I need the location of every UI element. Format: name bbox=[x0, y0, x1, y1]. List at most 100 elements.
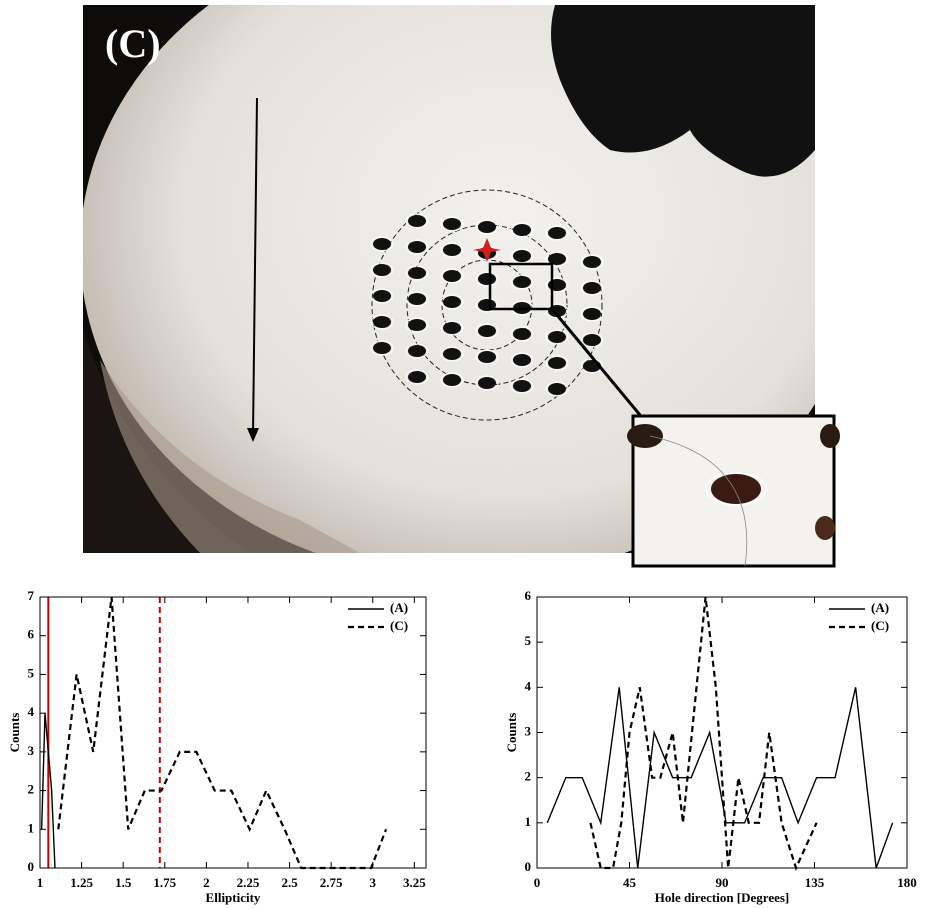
legend-label: (C) bbox=[390, 618, 408, 633]
hole-fit bbox=[475, 323, 499, 339]
legend-label: (A) bbox=[390, 600, 408, 615]
x-tick-label: 45 bbox=[623, 875, 637, 890]
x-tick-label: 0 bbox=[534, 875, 541, 890]
hole bbox=[478, 351, 496, 363]
hole-fit bbox=[475, 297, 499, 313]
hole bbox=[548, 227, 566, 239]
hole bbox=[373, 264, 391, 276]
hole bbox=[373, 342, 391, 354]
inset-ring bbox=[649, 435, 748, 567]
hole-fit bbox=[440, 294, 464, 310]
hole-fit bbox=[510, 352, 534, 368]
y-tick-label: 5 bbox=[525, 633, 532, 648]
hole bbox=[548, 357, 566, 369]
hole bbox=[408, 267, 426, 279]
hole-fit bbox=[510, 326, 534, 342]
inset-hole bbox=[815, 516, 835, 540]
series-line bbox=[589, 596, 818, 872]
x-tick-label: 2.75 bbox=[320, 875, 343, 890]
hole bbox=[478, 325, 496, 337]
hole-fit bbox=[405, 343, 429, 359]
y-tick-label: 0 bbox=[525, 859, 532, 874]
hole-fit bbox=[440, 268, 464, 284]
hole-pattern bbox=[370, 189, 604, 421]
y-axis-label: Counts bbox=[504, 713, 519, 753]
hole-fit bbox=[440, 346, 464, 362]
ring bbox=[371, 189, 603, 421]
hole bbox=[513, 276, 531, 288]
center-marker bbox=[473, 238, 501, 262]
x-tick-label: 1.5 bbox=[115, 875, 132, 890]
hole-fit bbox=[405, 265, 429, 281]
hole-fit bbox=[545, 251, 569, 267]
hole-fit bbox=[405, 369, 429, 385]
x-axis-label: Ellipticity bbox=[206, 890, 261, 905]
arrow-head bbox=[247, 428, 259, 442]
zoom-box bbox=[488, 262, 554, 311]
hole bbox=[443, 374, 461, 386]
y-tick-label: 5 bbox=[28, 665, 35, 680]
hole-fit bbox=[370, 314, 394, 330]
x-axis-label: Hole direction [Degrees] bbox=[655, 890, 790, 905]
hole-fit bbox=[545, 277, 569, 293]
arrow-shaft bbox=[252, 97, 258, 436]
hole bbox=[373, 316, 391, 328]
hole-fit bbox=[440, 216, 464, 232]
series-line bbox=[546, 687, 894, 869]
hole bbox=[513, 328, 531, 340]
hole bbox=[443, 348, 461, 360]
y-tick-label: 2 bbox=[525, 769, 532, 784]
x-tick-label: 90 bbox=[716, 875, 729, 890]
dark-corner bbox=[83, 330, 250, 553]
y-tick-label: 3 bbox=[525, 723, 532, 738]
hole bbox=[583, 256, 601, 268]
x-tick-label: 1.25 bbox=[70, 875, 93, 890]
x-tick-label: 2.25 bbox=[237, 875, 260, 890]
hole bbox=[478, 377, 496, 389]
hole bbox=[548, 383, 566, 395]
hole-fit bbox=[370, 288, 394, 304]
y-tick-label: 4 bbox=[28, 704, 35, 719]
y-tick-label: 6 bbox=[28, 627, 35, 642]
inset-hole bbox=[627, 424, 663, 448]
hole bbox=[408, 319, 426, 331]
legend-label: (C) bbox=[871, 618, 889, 633]
hole-fit bbox=[580, 332, 604, 348]
inset-hole bbox=[820, 424, 840, 448]
hole-fit bbox=[510, 222, 534, 238]
hole bbox=[408, 293, 426, 305]
hole-fit bbox=[580, 280, 604, 296]
inset bbox=[627, 414, 840, 568]
hole-fit bbox=[440, 372, 464, 388]
y-tick-label: 1 bbox=[28, 820, 35, 835]
hole bbox=[548, 253, 566, 265]
hole bbox=[548, 331, 566, 343]
plot-frame bbox=[39, 596, 427, 869]
x-tick-label: 2 bbox=[203, 875, 210, 890]
series-line bbox=[57, 596, 388, 870]
hole bbox=[373, 290, 391, 302]
hole-fit bbox=[475, 271, 499, 287]
y-tick-label: 6 bbox=[525, 588, 532, 603]
hole bbox=[548, 279, 566, 291]
hole-fit bbox=[510, 274, 534, 290]
x-tick-label: 1 bbox=[37, 875, 44, 890]
hole-fit bbox=[440, 320, 464, 336]
hole-fit bbox=[545, 355, 569, 371]
hole bbox=[408, 371, 426, 383]
hole-fit bbox=[405, 239, 429, 255]
dark-blob bbox=[551, 5, 815, 177]
series-line bbox=[40, 713, 56, 869]
hole-fit bbox=[405, 213, 429, 229]
x-tick-label: 1.75 bbox=[153, 875, 176, 890]
hole bbox=[513, 380, 531, 392]
y-tick-label: 7 bbox=[28, 588, 35, 603]
y-tick-label: 2 bbox=[28, 782, 35, 797]
hole-fit bbox=[370, 340, 394, 356]
legend-label: (A) bbox=[871, 600, 889, 615]
hole-fit bbox=[370, 236, 394, 252]
hole bbox=[443, 322, 461, 334]
